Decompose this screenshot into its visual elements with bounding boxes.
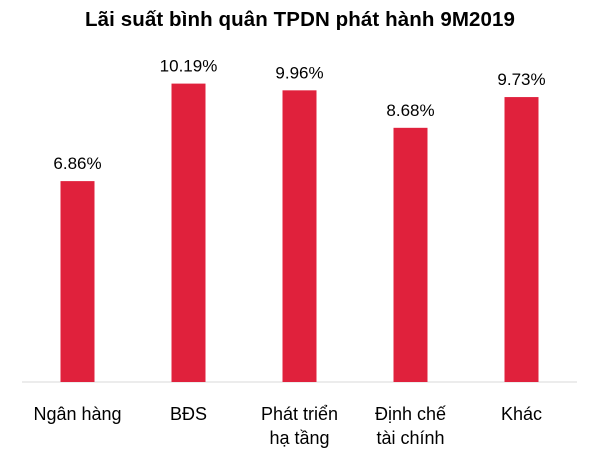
category-label: Định chế tài chính (375, 404, 446, 448)
bar (171, 83, 206, 382)
data-label: 9.73% (497, 70, 545, 89)
bar (282, 90, 317, 382)
chart-title: Lãi suất bình quân TPDN phát hành 9M2019 (85, 8, 515, 31)
bar (60, 181, 95, 382)
data-label: 6.86% (53, 154, 101, 173)
category-label: Phát triển hạ tầng (261, 404, 338, 448)
category-label: Ngân hàng (33, 404, 121, 424)
bar (393, 127, 428, 382)
data-label: 9.96% (275, 63, 323, 82)
bar (504, 97, 539, 382)
data-label: 10.19% (160, 57, 218, 76)
category-label: BĐS (170, 404, 207, 424)
category-label: Khác (501, 404, 542, 424)
data-label: 8.68% (386, 101, 434, 120)
